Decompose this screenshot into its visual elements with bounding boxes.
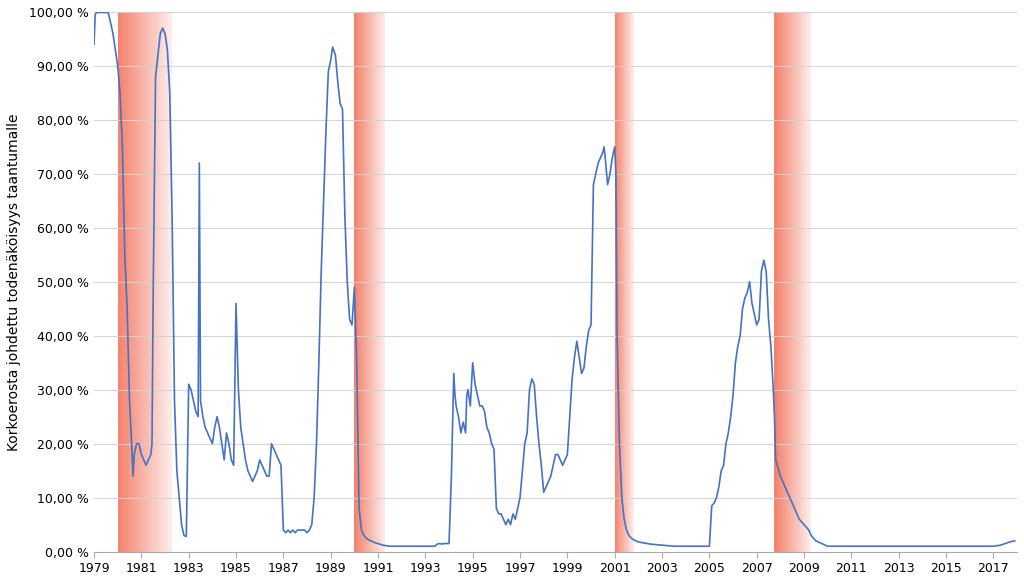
Y-axis label: Korkoerosta johdettu todenäköisyys taantumalle: Korkoerosta johdettu todenäköisyys taant… — [7, 113, 20, 450]
